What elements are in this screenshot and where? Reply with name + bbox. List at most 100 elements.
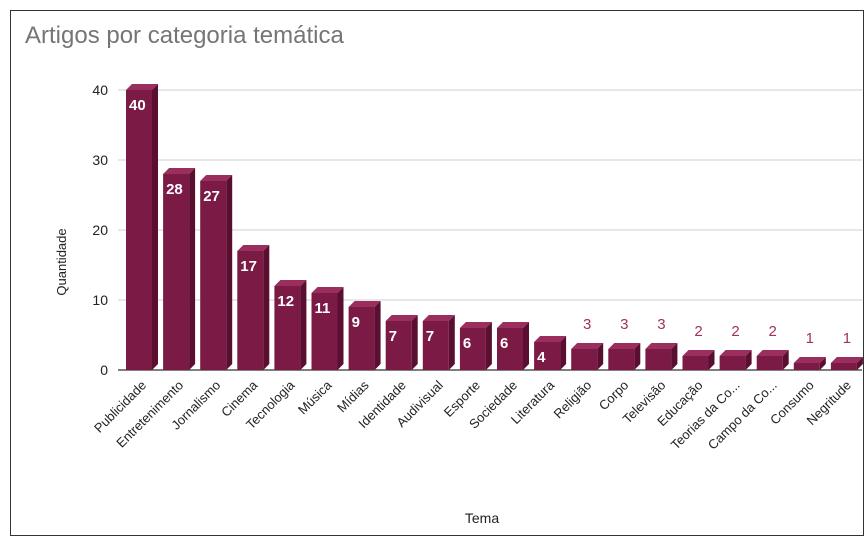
data-label: 12 [277, 293, 294, 310]
bar-top [459, 322, 492, 328]
bar [237, 245, 270, 370]
bar-top [237, 245, 270, 251]
bar-top [497, 322, 529, 328]
bar-side [523, 322, 529, 370]
bar-top [682, 350, 715, 356]
data-label: 9 [352, 314, 360, 331]
bar [274, 280, 307, 370]
bar-side [189, 168, 196, 370]
bar-front [534, 342, 561, 370]
bar [645, 343, 678, 370]
y-tick-label: 0 [100, 362, 108, 378]
data-label: 1 [843, 330, 851, 347]
bar-front [200, 181, 227, 370]
bar-side [263, 245, 270, 370]
data-label: 27 [203, 188, 220, 205]
bar-side [337, 287, 344, 370]
y-tick-label: 10 [92, 292, 108, 308]
bars [126, 84, 863, 370]
bar-side [152, 84, 158, 370]
data-label: 4 [537, 349, 546, 366]
bar-side [226, 175, 233, 370]
bar [571, 343, 604, 370]
bar-side [300, 280, 307, 370]
data-label: 3 [657, 316, 665, 333]
bar-front [756, 356, 783, 370]
data-label: 28 [166, 181, 183, 198]
bar-front [274, 286, 301, 370]
bar-front [237, 251, 264, 370]
bar-top [200, 175, 233, 181]
bar-top [645, 343, 678, 349]
bar [311, 287, 344, 370]
bar-side [448, 315, 455, 370]
data-label: 3 [620, 316, 628, 333]
bar-side [782, 350, 789, 370]
bar-top [830, 357, 863, 363]
bar-front [163, 174, 190, 370]
x-tick-label: Música [295, 377, 335, 417]
bar-top [126, 84, 158, 90]
bar [126, 84, 158, 370]
bar [422, 315, 455, 370]
data-label: 2 [694, 323, 702, 340]
bar-top [571, 343, 604, 349]
data-label: 7 [426, 328, 434, 345]
bar-top [756, 350, 789, 356]
bar-side [671, 343, 678, 370]
data-label: 6 [500, 335, 508, 352]
bar [385, 315, 418, 370]
bar-side [708, 350, 715, 370]
bar [682, 350, 715, 370]
bar-front [719, 356, 746, 370]
bar [608, 343, 641, 370]
bar [534, 336, 567, 370]
bar [163, 168, 196, 370]
data-label: 2 [769, 323, 777, 340]
bar-side [560, 336, 567, 370]
data-label: 2 [731, 323, 739, 340]
bar-top [385, 315, 418, 321]
x-tick-label: Religião [550, 378, 594, 422]
bar-front [830, 363, 857, 370]
bar-front [571, 349, 598, 370]
y-tick-label: 40 [92, 82, 108, 98]
bar-front [126, 90, 152, 370]
bar-side [485, 322, 492, 370]
bar [348, 301, 381, 370]
bar-top [311, 287, 344, 293]
bar-side [856, 357, 863, 370]
data-label: 6 [463, 335, 471, 352]
data-label: 40 [129, 97, 146, 114]
y-axis-label: Quantidade [54, 228, 69, 295]
bar-front [459, 328, 486, 370]
bar [459, 322, 492, 370]
data-label: 11 [315, 300, 331, 317]
bar-side [374, 301, 381, 370]
bar [756, 350, 789, 370]
x-axis-label: Tema [465, 510, 499, 526]
bar-side [411, 315, 418, 370]
bar-front [348, 307, 375, 370]
bar-side [597, 343, 604, 370]
data-label: 1 [806, 330, 814, 347]
y-tick-labels: 0 10 20 30 40 [92, 82, 108, 378]
data-label: 3 [583, 316, 591, 333]
bar-top [608, 343, 641, 349]
y-tick-label: 30 [92, 152, 108, 168]
chart-title: Artigos por categoria temática [25, 22, 344, 49]
bar [830, 357, 863, 370]
bar-front [422, 321, 449, 370]
bar [497, 322, 529, 370]
bar-top [163, 168, 196, 174]
data-label: 17 [240, 258, 257, 275]
bar [200, 175, 233, 370]
bar-top [274, 280, 307, 286]
bar-front [385, 321, 412, 370]
y-tick-label: 20 [92, 222, 108, 238]
bar-side [819, 357, 826, 370]
bar-front [682, 356, 709, 370]
bar-top [422, 315, 455, 321]
x-tick-label: Corpo [596, 378, 632, 414]
